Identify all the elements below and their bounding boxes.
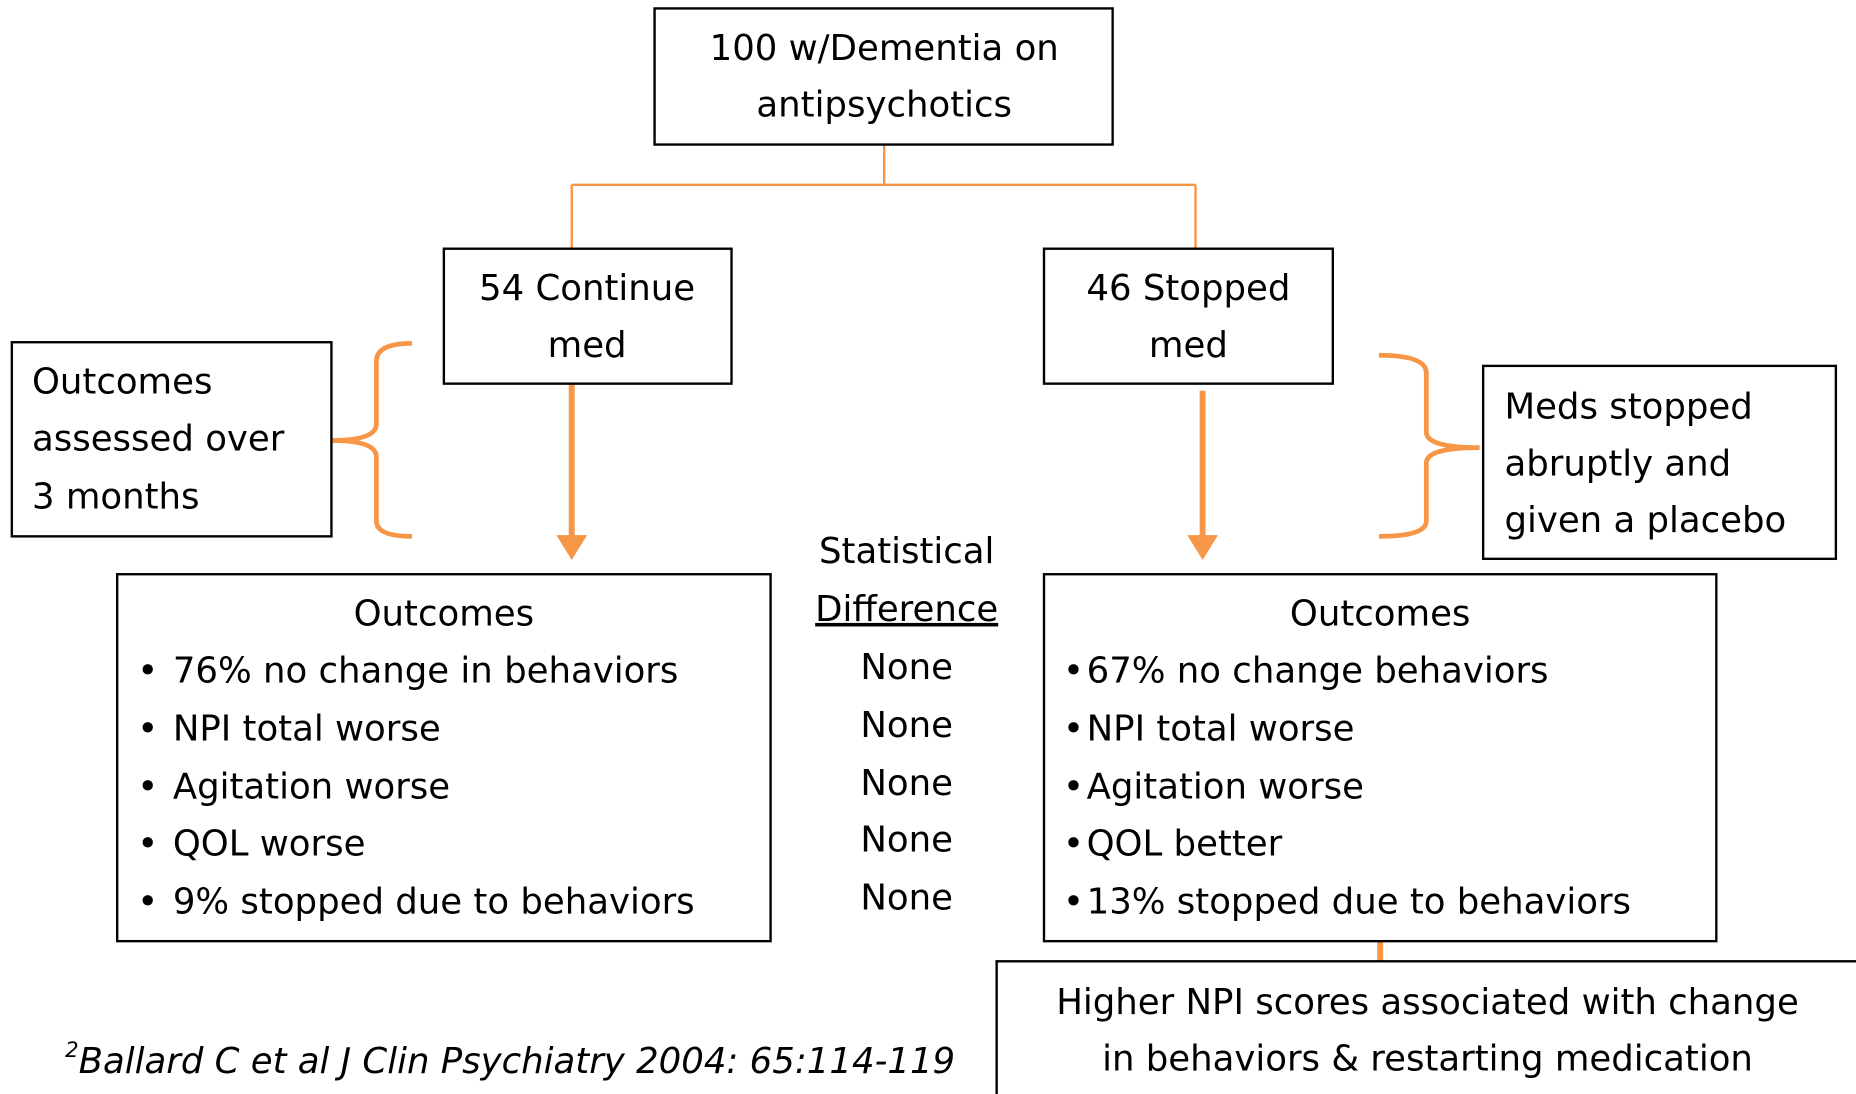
left-outcomes-title: Outcomes <box>354 594 535 635</box>
arrow-head <box>1187 535 1218 561</box>
bullet: • <box>1063 708 1084 749</box>
stat-header: Statistical <box>819 531 994 572</box>
bullet: • <box>137 766 158 807</box>
connector <box>570 144 1197 249</box>
right-note-text: given a placebo <box>1504 500 1786 541</box>
stopped-text: med <box>1149 325 1228 366</box>
bottom-note-box <box>995 960 1856 1094</box>
left-note-text: assessed over <box>32 418 285 459</box>
stat-value: None <box>860 647 953 688</box>
bottom-note-text: in behaviors & restarting medication <box>1102 1039 1753 1080</box>
right-outcome-item: 67% no change behaviors <box>1087 650 1549 691</box>
left-outcome-item: NPI total worse <box>173 708 441 749</box>
continue-text: 54 Continue <box>479 268 695 309</box>
citation-superscript: 2 <box>65 1038 79 1063</box>
bullet: • <box>1063 650 1084 691</box>
stat-value: None <box>860 820 953 861</box>
bullet: • <box>137 650 158 691</box>
bullet: • <box>1063 766 1084 807</box>
stopped-box <box>1042 247 1334 385</box>
stat-value: None <box>860 878 953 919</box>
left-outcome-item: QOL worse <box>173 823 366 864</box>
stopped-text: 46 Stopped <box>1086 268 1290 309</box>
bullet: • <box>1063 823 1084 864</box>
right-outcomes-title: Outcomes <box>1290 594 1471 635</box>
outcome-rows: • 76% no change in behaviors• NPI total wo… <box>137 647 1631 922</box>
right-outcome-item: 13% stopped due to behaviors <box>1087 881 1631 922</box>
bottom-note-text: Higher NPI scores associated with change <box>1056 982 1799 1023</box>
brace <box>331 341 412 539</box>
right-outcome-item: QOL better <box>1087 823 1283 864</box>
bullet: • <box>137 881 158 922</box>
root-text: antipsychotics <box>756 85 1012 126</box>
left-note-box <box>10 341 333 538</box>
left-outcome-item: 76% no change in behaviors <box>173 650 679 691</box>
brace <box>1378 352 1480 539</box>
right-outcome-item: Agitation worse <box>1087 766 1364 807</box>
right-outcome-item: NPI total worse <box>1087 708 1355 749</box>
left-outcome-item: 9% stopped due to behaviors <box>173 881 695 922</box>
arrow-head <box>556 535 588 561</box>
right-note-text: abruptly and <box>1504 443 1731 484</box>
bullet: • <box>1063 881 1084 922</box>
continue-text: med <box>548 325 627 366</box>
left-note-text: Outcomes <box>32 362 213 403</box>
stat-header: Difference <box>815 589 998 630</box>
stat-value: None <box>860 763 953 804</box>
left-note-text: 3 months <box>32 476 200 517</box>
stat-value: None <box>860 705 953 746</box>
left-outcome-item: Agitation worse <box>173 766 450 807</box>
root-box <box>653 7 1114 146</box>
root-text: 100 w/Dementia on <box>710 28 1059 69</box>
left-outcomes-box <box>115 573 772 943</box>
bullet: • <box>137 823 158 864</box>
right-outcomes-box <box>1042 573 1718 943</box>
citation: 2Ballard C et al J Clin Psychiatry 2004:… <box>65 1038 955 1082</box>
right-note-box <box>1481 364 1838 561</box>
citation-text: Ballard C et al J Clin Psychiatry 2004: … <box>79 1041 955 1082</box>
bullet: • <box>137 708 158 749</box>
continue-box <box>442 247 733 385</box>
right-note-text: Meds stopped <box>1504 387 1752 428</box>
